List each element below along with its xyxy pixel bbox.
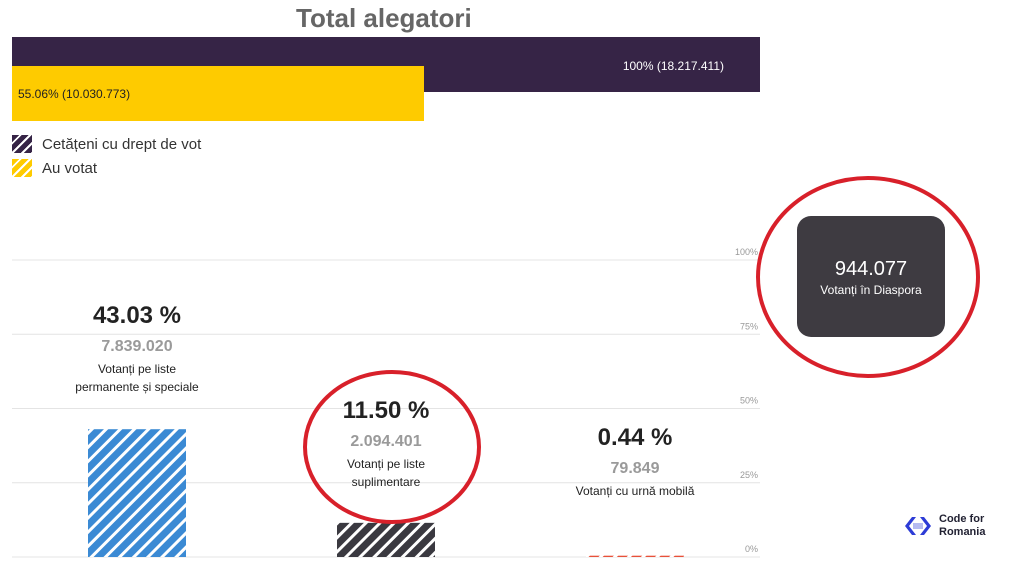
diaspora-count: 944.077	[834, 258, 908, 280]
stat-label: Votanți cu urnă mobilă	[575, 484, 695, 498]
legend-item-eligible: Cetățeni cu drept de vot	[12, 132, 201, 156]
logo-line1: Code for	[939, 513, 985, 525]
legend-label-eligible: Cetățeni cu drept de vot	[42, 135, 202, 153]
stat-pct: 0.44 %	[597, 424, 673, 451]
stat-pct: 11.50 %	[342, 397, 430, 424]
legend-swatch-eligible	[12, 135, 32, 153]
legend: Cetățeni cu drept de vot Au votat	[12, 132, 201, 180]
diaspora-card: 944.077 Votanți în Diaspora	[797, 216, 945, 337]
y-tick-label: 0%	[745, 544, 758, 554]
legend-label-voted: Au votat	[42, 159, 98, 177]
y-tick-label: 25%	[740, 470, 758, 480]
voted-label: 55.06% (10.030.773)	[18, 87, 131, 101]
bar-mobile-urn	[586, 555, 684, 557]
y-tick-label: 50%	[740, 396, 758, 406]
bar-permanent-lists	[88, 429, 186, 557]
stat-label: Votanți pe liste permanente și speciale	[75, 362, 199, 394]
y-tick-label: 75%	[740, 321, 758, 331]
logo-line2: Romania	[939, 526, 986, 538]
stat-label: Votanți pe liste suplimentare	[346, 457, 426, 489]
stat-mobile-urn: 0.44 % 79.849 Votanți cu urnă mobilă	[565, 424, 705, 500]
chart-title: Total alegatori	[296, 3, 472, 33]
y-tick-label: 100%	[735, 247, 758, 257]
stat-permanent-lists: 43.03 % 7.839.020 Votanți pe liste perma…	[67, 302, 207, 396]
stat-supplementary-lists: 11.50 % 2.094.401 Votanți pe liste supli…	[316, 397, 456, 491]
stat-count: 2.094.401	[350, 433, 422, 450]
stat-pct: 43.03 %	[92, 302, 182, 329]
diaspora-label: Votanți în Diaspora	[820, 283, 922, 297]
eligible-voters-label: 100% (18.217.411)	[622, 59, 724, 73]
code-for-romania-icon	[905, 517, 931, 535]
voted-bar: 55.06% (10.030.773)	[12, 66, 424, 121]
legend-swatch-voted	[12, 159, 32, 177]
code-for-romania-logo: Code for Romania	[903, 513, 985, 539]
bar-supplementary-lists	[337, 522, 435, 557]
stat-count: 7.839.020	[101, 338, 173, 355]
legend-item-voted: Au votat	[12, 156, 201, 180]
stat-count: 79.849	[610, 460, 660, 477]
